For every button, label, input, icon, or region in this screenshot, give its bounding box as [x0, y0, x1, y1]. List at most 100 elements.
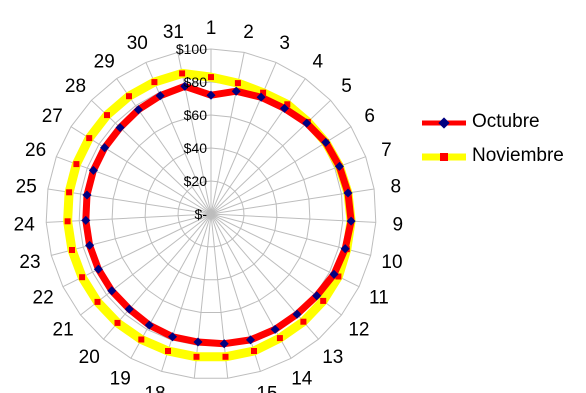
point-octubre-28: [115, 123, 125, 133]
point-octubre-6: [321, 137, 331, 147]
legend-label-noviembre: Noviembre: [472, 145, 564, 166]
grid-spoke-25: [47, 188, 212, 215]
category-label-20: 20: [79, 347, 100, 368]
point-octubre-3: [256, 92, 266, 102]
legend-swatch-noviembre: [422, 153, 466, 161]
grid-spoke-20: [103, 213, 212, 340]
point-octubre-29: [133, 105, 143, 115]
category-label-3: 3: [279, 33, 290, 54]
category-label-7: 7: [381, 140, 392, 161]
category-label-12: 12: [348, 320, 369, 341]
grid-spoke-21: [80, 213, 212, 316]
point-octubre-7: [334, 161, 344, 171]
legend-swatch-octubre: [422, 117, 466, 129]
grid-spoke-27: [70, 126, 212, 215]
grid-spoke-26: [56, 156, 212, 215]
point-octubre-16: [219, 339, 229, 349]
grid-ring-2: [144, 147, 278, 281]
category-label-21: 21: [53, 320, 74, 341]
grid-spoke-19: [130, 213, 212, 359]
point-octubre-27: [100, 143, 110, 153]
category-label-27: 27: [42, 106, 63, 127]
grid-spoke-24: [46, 213, 212, 223]
radial-tick-4: $80: [184, 74, 208, 90]
category-label-19: 19: [110, 369, 131, 390]
grid-spoke-15: [210, 213, 261, 372]
point-octubre-24: [81, 215, 91, 225]
point-octubre-5: [302, 118, 312, 128]
category-label-29: 29: [94, 52, 115, 73]
point-octubre-2: [231, 86, 241, 96]
point-octubre-18: [167, 332, 178, 342]
grid-spoke-29: [116, 78, 212, 215]
category-label-26: 26: [25, 140, 46, 161]
radial-tick-1: $20: [184, 173, 208, 189]
point-noviembre-24: [64, 218, 71, 225]
legend-item-octubre: Octubre: [420, 107, 586, 141]
category-label-10: 10: [381, 252, 402, 273]
category-label-30: 30: [127, 33, 148, 54]
point-noviembre-22: [79, 274, 86, 281]
point-noviembre-26: [73, 161, 80, 168]
radial-tick-5: $100: [176, 41, 207, 57]
category-label-2: 2: [243, 22, 254, 43]
point-noviembre-21: [94, 298, 101, 305]
point-noviembre-1: [208, 74, 214, 81]
legend-item-noviembre: Noviembre: [420, 141, 586, 175]
category-label-5: 5: [341, 76, 352, 97]
point-octubre-23: [85, 240, 95, 250]
point-noviembre-25: [66, 189, 73, 196]
category-label-31: 31: [163, 22, 184, 43]
radial-tick-labels: $- $20 $40 $60 $80 $100: [176, 41, 207, 222]
category-label-11: 11: [369, 287, 389, 308]
point-noviembre-20: [114, 319, 121, 326]
category-label-13: 13: [322, 347, 343, 368]
grid-ring-5: [45, 48, 377, 379]
point-noviembre-29: [126, 93, 132, 100]
series-line-octubre: [82, 82, 355, 348]
grid-spoke-22: [62, 213, 212, 288]
point-octubre-22: [93, 264, 103, 274]
category-label-22: 22: [33, 287, 54, 308]
radial-tick-2: $40: [184, 140, 208, 156]
point-octubre-30: [155, 91, 165, 101]
point-noviembre-2: [234, 80, 241, 87]
category-label-23: 23: [19, 252, 40, 273]
category-label-15: 15: [256, 383, 277, 393]
grid-spoke-3: [210, 62, 277, 215]
radar-chart: $-$20$40$60$80$100 123456789101112131415…: [14, 18, 403, 393]
radial-tick-3: $60: [184, 107, 208, 123]
point-octubre-21: [107, 286, 117, 296]
legend-label-octubre: Octubre: [472, 111, 540, 132]
grid-spoke-17: [193, 213, 212, 379]
category-label-1: 1: [206, 18, 217, 39]
point-noviembre-11: [335, 273, 342, 280]
point-noviembre-17: [193, 353, 200, 360]
category-label-16: 16: [219, 391, 240, 393]
category-label-9: 9: [393, 215, 404, 236]
category-label-24: 24: [14, 215, 36, 236]
grid-spoke-23: [51, 213, 212, 256]
point-octubre-15: [245, 335, 256, 345]
grid-spoke-28: [91, 99, 212, 215]
point-octubre-17: [193, 337, 203, 347]
point-noviembre-3: [260, 89, 267, 96]
point-noviembre-27: [86, 135, 93, 142]
grid-ring-3: [111, 114, 311, 313]
grid-spoke-18: [161, 213, 212, 372]
category-labels: 1234567891011121314151617181920212223242…: [14, 18, 403, 393]
grid-spoke-30: [145, 62, 212, 215]
category-label-6: 6: [364, 106, 375, 127]
category-label-14: 14: [291, 369, 313, 390]
point-octubre-20: [124, 304, 134, 314]
legend: Octubre Noviembre: [420, 107, 586, 175]
category-label-4: 4: [313, 52, 324, 73]
point-noviembre-23: [69, 247, 75, 253]
point-octubre-31: [180, 81, 190, 91]
point-noviembre-4: [284, 101, 291, 108]
category-label-25: 25: [16, 177, 37, 198]
category-label-17: 17: [182, 391, 203, 393]
point-noviembre-28: [104, 112, 110, 119]
category-label-18: 18: [144, 383, 165, 393]
point-noviembre-31: [179, 70, 186, 77]
